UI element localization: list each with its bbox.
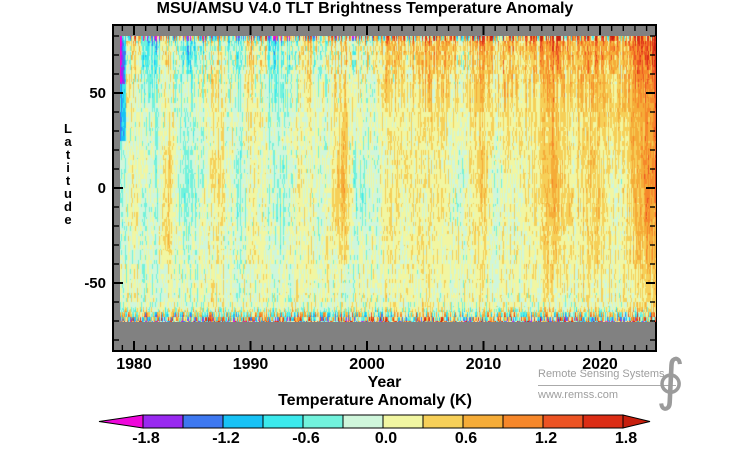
temperature-anomaly-heatmap — [120, 36, 656, 322]
colorbar-segment — [342, 414, 384, 429]
x-tick-label: 1990 — [232, 356, 269, 373]
y-tick-label: 50 — [89, 85, 106, 102]
colorbar-right-arrow — [622, 414, 651, 429]
colorbar-tick-label: -1.8 — [132, 430, 160, 447]
x-tick-label: 2020 — [582, 356, 618, 373]
colorbar-left-arrow — [98, 414, 144, 429]
x-tick-label: 1980 — [116, 356, 152, 373]
colorbar-tick-label: 1.2 — [534, 430, 558, 447]
x-tick-label: 2010 — [465, 356, 502, 373]
colorbar-tick-label: -1.2 — [212, 430, 240, 447]
x-tick-label: 2000 — [349, 356, 385, 373]
colorbar-segment — [502, 414, 544, 429]
colorbar-tick-label: 0.6 — [454, 430, 478, 447]
colorbar — [98, 414, 651, 429]
watermark-url: www.remss.com — [538, 389, 619, 401]
colorbar-segment — [222, 414, 264, 429]
colorbar-tick-label: -0.6 — [292, 430, 320, 447]
colorbar-segment — [382, 414, 424, 429]
y-tick-label: -50 — [84, 275, 106, 292]
remss-logo-icon: ∮ — [656, 348, 686, 411]
watermark-divider — [538, 385, 676, 386]
colorbar-segment — [302, 414, 344, 429]
x-axis-title: Year — [367, 374, 402, 391]
chart-title: MSU/AMSU V4.0 TLT Brightness Temperature… — [156, 0, 574, 17]
colorbar-tick-label: 0.0 — [374, 430, 398, 447]
colorbar-segment — [262, 414, 304, 429]
colorbar-title: Temperature Anomaly (K) — [278, 392, 472, 409]
colorbar-segment — [582, 414, 624, 429]
colorbar-tick-label: 1.8 — [614, 430, 638, 447]
y-tick-label: 0 — [97, 180, 106, 197]
y-axis-title: L a t i t u d e — [64, 121, 72, 227]
colorbar-segment — [422, 414, 464, 429]
colorbar-segment — [462, 414, 504, 429]
colorbar-segment — [542, 414, 584, 429]
colorbar-segment — [182, 414, 224, 429]
watermark-text: Remote Sensing Systems — [538, 368, 665, 380]
colorbar-segment — [142, 414, 184, 429]
